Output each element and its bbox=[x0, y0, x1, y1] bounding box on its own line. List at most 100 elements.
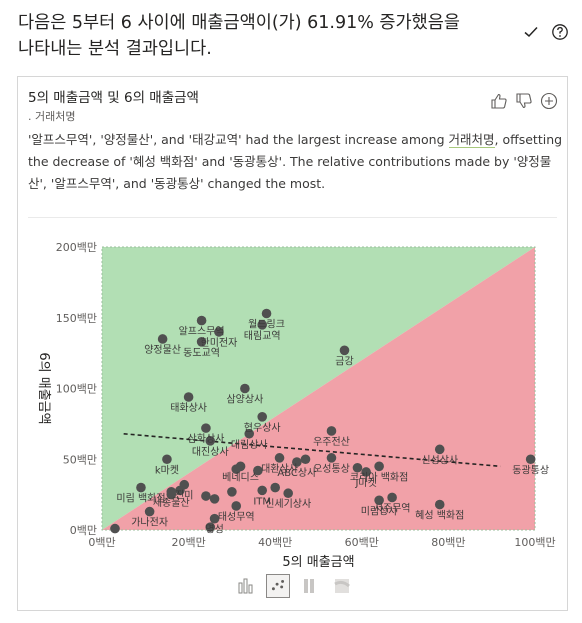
column-viz-tab[interactable] bbox=[298, 574, 322, 598]
data-point bbox=[231, 464, 242, 474]
data-point bbox=[257, 412, 268, 422]
data-point bbox=[292, 457, 302, 467]
data-point-label: ITM bbox=[253, 496, 271, 507]
data-point bbox=[257, 320, 268, 330]
card-subtitle: . 거래처명 bbox=[28, 110, 76, 123]
data-point bbox=[244, 428, 255, 439]
data-point bbox=[257, 485, 268, 496]
data-point-label: 삼화상사 bbox=[188, 433, 225, 445]
data-point-label: 오성통상 bbox=[313, 463, 350, 475]
y-tick-label: 50백만 bbox=[63, 453, 97, 466]
ribbon-viz-tab[interactable] bbox=[330, 574, 354, 598]
data-point bbox=[209, 494, 220, 504]
data-point-label: 대림상사 bbox=[231, 439, 268, 451]
y-tick-label: 100백만 bbox=[56, 383, 97, 396]
data-point bbox=[196, 315, 207, 326]
data-point bbox=[274, 453, 285, 463]
data-point bbox=[361, 467, 371, 477]
y-tick-label: 150백만 bbox=[56, 312, 97, 325]
y-axis-title: 6의 매출금액 bbox=[36, 352, 51, 424]
data-point-label: 코리아 백화점 bbox=[350, 471, 408, 483]
data-point bbox=[201, 423, 211, 433]
data-point-label: 양정물산 bbox=[144, 344, 181, 356]
data-point bbox=[227, 486, 237, 497]
data-point bbox=[209, 513, 220, 524]
data-point-label: 한미전자 bbox=[201, 337, 238, 349]
data-point bbox=[352, 462, 363, 473]
data-point-label: 협우상사 bbox=[244, 421, 281, 434]
data-point-label: 대환상사 bbox=[261, 463, 298, 475]
data-point bbox=[525, 454, 536, 465]
x-tick-label: 40백만 bbox=[258, 536, 292, 549]
data-point-label: 미림 백화점 bbox=[116, 493, 165, 505]
narrative-highlight[interactable]: 거래처명 bbox=[448, 132, 495, 148]
data-point bbox=[205, 522, 216, 532]
narrative-part-2: , offsetting the decrease of '혜성 백화점' an… bbox=[28, 132, 563, 191]
data-point-label: 신성상사 bbox=[421, 454, 458, 466]
scatter-chart: 0백만 50백만 100백만 150백만 200백만 0백만 20백만 40백만 60백만 80백… bbox=[36, 241, 556, 567]
data-point-label: 명성 bbox=[205, 524, 223, 536]
trend-line bbox=[123, 432, 501, 468]
data-point bbox=[434, 444, 445, 455]
data-point bbox=[374, 495, 384, 506]
data-point bbox=[162, 454, 172, 465]
explanation-line-2: 나타내는 분석 결과입니다. bbox=[18, 39, 212, 59]
data-point bbox=[136, 482, 146, 493]
explanation-text: 다음은 5부터 6 사이에 매출금액이(가) 61.91% 증가했음을 나타내는… bbox=[18, 10, 488, 62]
data-point-label: 태성무역 bbox=[218, 511, 255, 523]
plot-border bbox=[101, 246, 536, 531]
data-point-label: 삼양상사 bbox=[226, 394, 263, 406]
data-point-label: 태림교역 bbox=[244, 330, 281, 342]
data-point bbox=[261, 308, 272, 319]
data-point-label: 신세기상사 bbox=[265, 498, 311, 510]
x-tick-label: 100백만 bbox=[514, 536, 555, 549]
data-point bbox=[205, 436, 216, 446]
data-point bbox=[110, 523, 120, 534]
data-point bbox=[339, 345, 350, 356]
data-point-label: J마켓 bbox=[354, 477, 376, 489]
data-point bbox=[240, 383, 250, 394]
data-point bbox=[231, 501, 242, 511]
data-point bbox=[196, 337, 207, 347]
data-point-label: 금강 bbox=[335, 355, 353, 367]
visualization-tabs bbox=[234, 574, 354, 604]
explanation-line-1: 다음은 5부터 6 사이에 매출금액이(가) 61.91% 증가했음을 bbox=[18, 13, 460, 33]
data-point-label: 동도교역 bbox=[183, 347, 220, 359]
thumbs-down-icon[interactable] bbox=[515, 92, 533, 110]
scatter-viz-tab[interactable] bbox=[266, 574, 290, 598]
x-tick-label: 60백만 bbox=[345, 536, 379, 549]
data-point bbox=[144, 506, 155, 517]
x-axis-title: 5의 매출금액 bbox=[282, 555, 354, 567]
data-point bbox=[214, 327, 224, 337]
data-point bbox=[300, 454, 311, 465]
data-point bbox=[326, 426, 337, 436]
card-divider bbox=[28, 217, 557, 218]
analysis-card: 5의 매출금액 및 6의 매출금액 . 거래처명 '알프스무역', '양정물산'… bbox=[17, 76, 568, 611]
data-point-label: 태화상사 bbox=[170, 402, 207, 414]
data-point-label: 알프스무역 bbox=[179, 326, 225, 338]
data-point-label: 세종물산 bbox=[153, 497, 190, 509]
thumbs-up-icon[interactable] bbox=[490, 92, 508, 110]
narrative-text: '알프스무역', '양정물산', and '태강교역' had the larg… bbox=[28, 129, 563, 195]
card-title: 5의 매출금액 및 6의 매출금액 bbox=[28, 90, 199, 106]
data-point bbox=[201, 491, 211, 501]
data-point bbox=[157, 334, 168, 344]
check-icon[interactable] bbox=[522, 23, 540, 41]
data-point-label: 미림상사 bbox=[361, 505, 398, 517]
data-point bbox=[270, 482, 280, 493]
bar-viz-tab[interactable] bbox=[234, 574, 258, 598]
data-point bbox=[283, 488, 293, 499]
data-point-label: 베네디스 bbox=[222, 471, 259, 483]
help-icon[interactable] bbox=[551, 23, 569, 41]
data-point bbox=[387, 492, 397, 503]
x-tick-label: 20백만 bbox=[171, 536, 205, 549]
data-point bbox=[175, 485, 185, 496]
data-point-label: 월드링크 bbox=[248, 319, 285, 331]
data-point-label: k마켓 bbox=[155, 464, 179, 476]
data-point-label: 우주전산 bbox=[313, 436, 350, 448]
add-icon[interactable] bbox=[540, 92, 558, 110]
data-point bbox=[326, 453, 337, 463]
data-point bbox=[183, 392, 194, 402]
x-tick-label: 0백만 bbox=[88, 536, 115, 549]
data-point-label: ABC상사 bbox=[277, 467, 316, 479]
